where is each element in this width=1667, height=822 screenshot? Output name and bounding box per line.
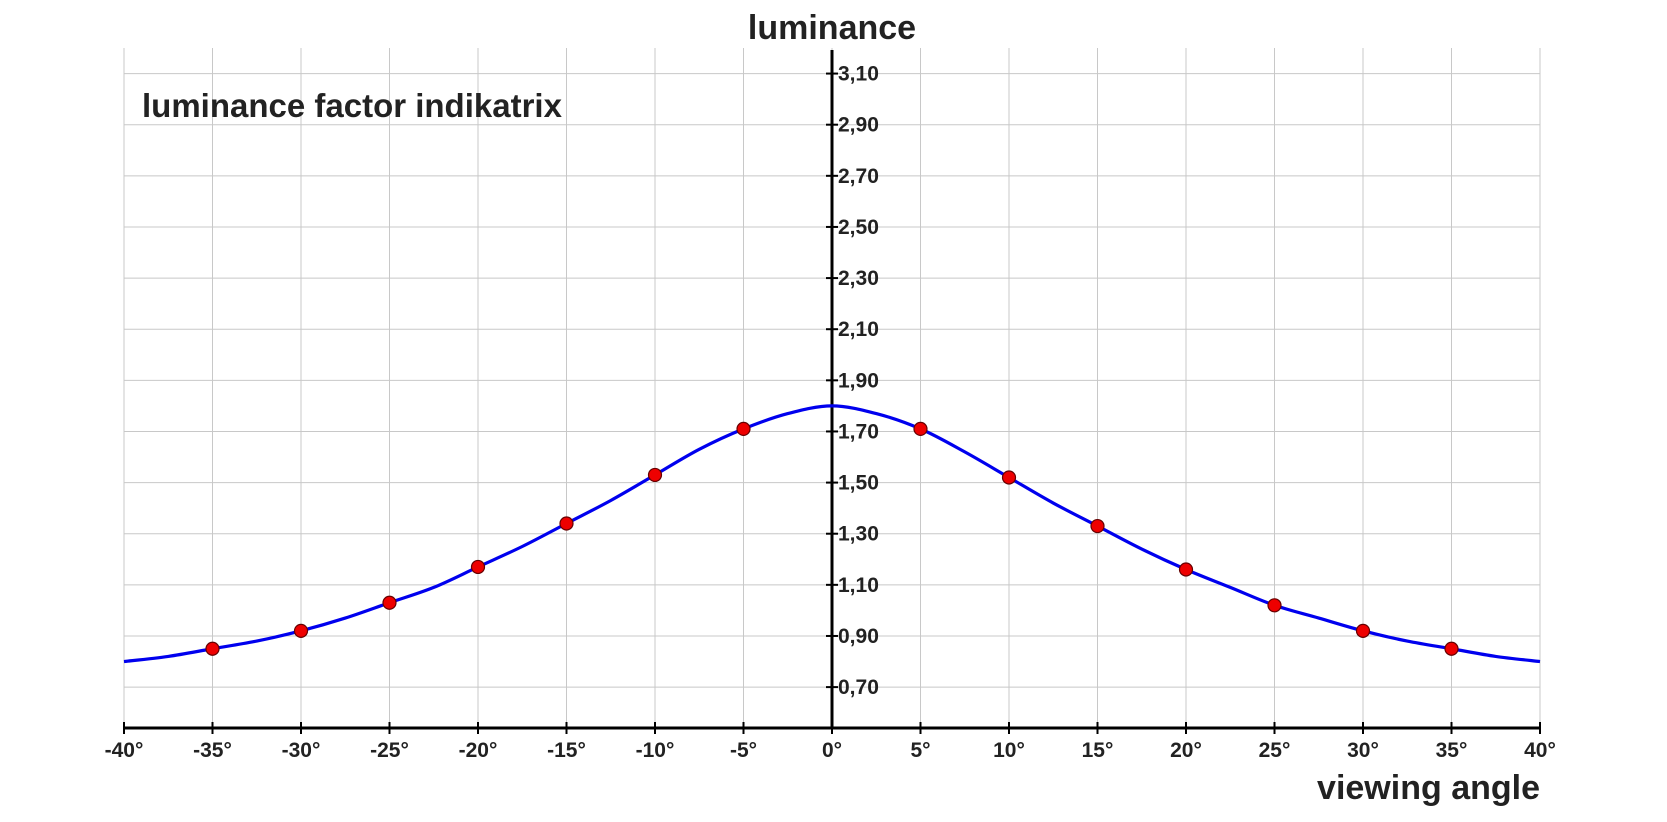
y-tick-label: 2,70 (838, 165, 879, 188)
data-point (205, 641, 220, 656)
axes (123, 50, 1541, 734)
data-point (1090, 518, 1105, 534)
y-tick-label: 2,10 (838, 318, 879, 341)
x-tick-label: 15° (1082, 739, 1114, 762)
series (123, 404, 1541, 664)
y-tick-label: 2,90 (838, 114, 879, 137)
y-tick-label: 0,70 (838, 676, 879, 699)
x-tick-label: -15° (547, 739, 586, 762)
x-tick-label: -40° (105, 739, 144, 762)
y-tick-label: 0,90 (838, 625, 879, 648)
y-tick-label: 2,50 (838, 216, 879, 239)
x-tick-label: -35° (193, 739, 232, 762)
x-tick-label: 35° (1436, 739, 1468, 762)
data-point (647, 467, 663, 483)
y-tick-label: 3,10 (838, 63, 879, 86)
data-point (1444, 641, 1459, 656)
chart-title: luminance factor indikatrix (142, 87, 563, 124)
data-point (382, 595, 397, 610)
x-tick-label: 25° (1259, 739, 1291, 762)
x-tick-label: 0° (822, 739, 842, 762)
data-point (1001, 470, 1017, 485)
data-point (1178, 562, 1194, 577)
x-tick-label: -5° (730, 739, 757, 762)
luminance-curve (123, 404, 1541, 664)
x-tick-label: 10° (993, 739, 1025, 762)
y-tick-labels: 0,70 0,90 1,10 1,30 1,50 1,70 1,90 2,10 2,30 2,50… (838, 63, 879, 700)
x-axis-label: viewing angle (1317, 769, 1540, 807)
x-tick-label: 40° (1524, 739, 1556, 762)
y-tick-label: 1,10 (838, 574, 879, 597)
y-tick-label: 1,30 (838, 523, 879, 546)
x-tick-label: -10° (636, 739, 675, 762)
x-tick-label: -30° (282, 739, 321, 762)
data-point (559, 516, 574, 531)
data-point (1267, 598, 1282, 613)
y-axis-label: luminance (748, 9, 916, 47)
data-point (913, 421, 928, 437)
data-point (1355, 623, 1371, 638)
x-tick-label: 5° (910, 739, 930, 762)
x-tick-label: 30° (1347, 739, 1379, 762)
y-tick-label: 1,90 (838, 369, 879, 392)
x-tick-label: -25° (370, 739, 409, 762)
y-tick-label: 1,50 (838, 472, 879, 495)
y-tick-label: 2,30 (838, 267, 879, 290)
x-tick-labels: -40° -35° -30° -25° -20° -15° -10° -5° 0° 5° 10° 15… (105, 739, 1556, 762)
x-tick-label: -20° (459, 739, 498, 762)
data-point (293, 623, 309, 638)
y-tick-label: 1,70 (838, 420, 879, 443)
x-tick-label: 20° (1170, 739, 1202, 762)
data-point (470, 559, 486, 575)
data-point (736, 421, 751, 437)
